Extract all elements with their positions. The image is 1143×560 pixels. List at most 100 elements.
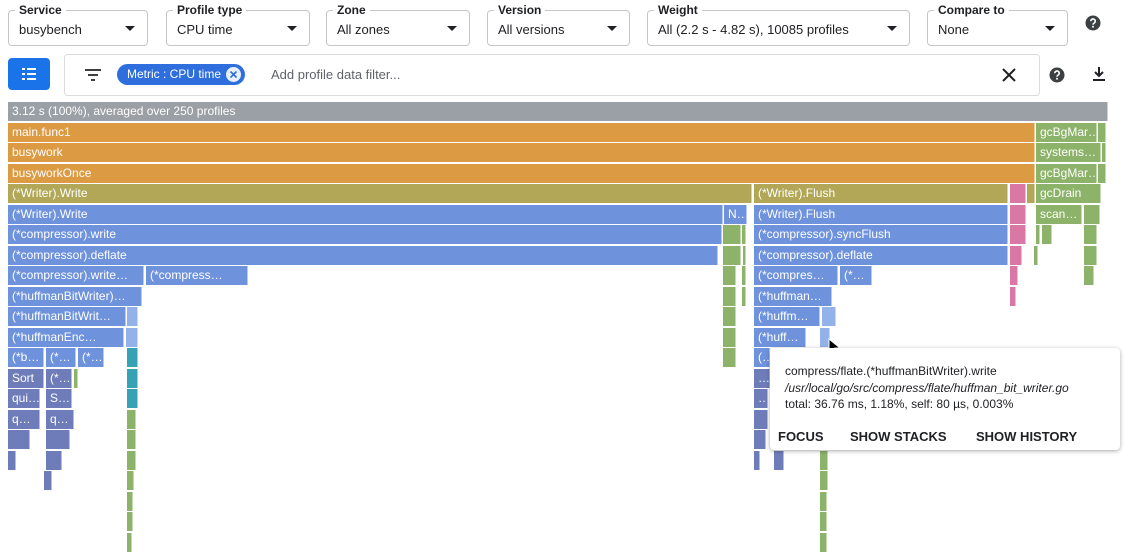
weight-dropdown[interactable]: Weight All (2.2 s - 4.82 s), 10085 profil… <box>647 3 910 46</box>
flame-frame[interactable] <box>820 471 828 490</box>
flame-frame[interactable] <box>1084 245 1097 265</box>
flame-frame[interactable]: (*huff… <box>754 327 806 347</box>
help-icon[interactable] <box>1085 15 1101 31</box>
flame-frame[interactable] <box>754 450 760 470</box>
flame-frame[interactable] <box>754 430 766 449</box>
flame-frame[interactable] <box>1084 225 1097 244</box>
flame-frame[interactable]: (*huffman… <box>754 286 832 306</box>
download-icon[interactable] <box>1092 66 1106 82</box>
flame-frame[interactable]: q… <box>8 409 40 429</box>
flame-frame[interactable]: (*compress… <box>146 266 248 285</box>
flame-frame[interactable] <box>127 512 133 531</box>
flame-frame[interactable] <box>820 491 827 511</box>
flame-frame[interactable] <box>1102 143 1106 162</box>
flame-frame[interactable]: (… <box>754 348 770 367</box>
flame-frame[interactable]: (*Writer).Flush <box>754 184 1008 203</box>
flame-frame[interactable] <box>127 430 136 449</box>
flame-frame[interactable] <box>820 327 830 347</box>
flame-frame[interactable] <box>1034 245 1038 265</box>
flame-frame[interactable] <box>1010 225 1026 244</box>
flame-frame[interactable]: busywork <box>8 143 1035 162</box>
flame-frame[interactable] <box>774 450 784 470</box>
flame-frame[interactable] <box>820 532 827 552</box>
flame-frame[interactable]: qui… <box>8 389 40 408</box>
list-view-button[interactable] <box>8 58 50 90</box>
flame-frame[interactable] <box>723 348 736 367</box>
help-icon[interactable] <box>1049 67 1065 83</box>
flame-frame[interactable]: gcBgMar… <box>1036 122 1097 142</box>
flame-frame[interactable] <box>822 307 836 326</box>
flame-frame[interactable]: (*… <box>840 266 872 285</box>
flame-frame[interactable]: (*Writer).Write <box>8 204 723 224</box>
flame-frame[interactable] <box>127 450 136 470</box>
flame-frame[interactable] <box>723 245 741 265</box>
flame-frame[interactable] <box>723 327 736 347</box>
flame-frame[interactable] <box>742 286 746 306</box>
flame-frame[interactable] <box>1010 286 1016 306</box>
flame-frame[interactable]: (*… <box>78 348 104 367</box>
flame-frame[interactable] <box>46 430 70 449</box>
flame-frame[interactable]: gcDrain <box>1036 184 1101 203</box>
flame-frame[interactable] <box>127 307 138 326</box>
flame-frame[interactable]: (*compressor).write… <box>8 266 144 285</box>
flame-frame[interactable] <box>1098 122 1106 142</box>
flame-frame[interactable] <box>127 389 138 408</box>
flame-frame[interactable]: gcBgMar… <box>1036 163 1097 183</box>
flame-frame[interactable]: (*Writer).Write <box>8 184 752 203</box>
flame-frame[interactable] <box>1010 204 1026 224</box>
flame-frame[interactable]: N… <box>724 204 747 224</box>
flame-frame[interactable] <box>127 348 138 367</box>
flame-frame[interactable] <box>742 266 746 285</box>
flame-frame[interactable] <box>127 409 136 429</box>
flame-frame[interactable] <box>44 471 52 490</box>
version-dropdown[interactable]: Version All versions <box>487 3 630 46</box>
flame-frame[interactable] <box>1098 163 1106 183</box>
flame-frame[interactable] <box>1010 245 1022 265</box>
flame-frame[interactable]: (*huffmanBitWriter)… <box>8 286 142 306</box>
flame-frame[interactable]: (*Writer).Flush <box>754 204 1008 224</box>
flame-frame[interactable] <box>8 450 16 470</box>
flame-frame[interactable] <box>46 450 62 470</box>
flame-frame[interactable]: (*huffmanEnc… <box>8 327 124 347</box>
flame-frame[interactable] <box>74 368 78 388</box>
profile-type-dropdown[interactable]: Profile type CPU time <box>166 3 310 46</box>
flame-frame[interactable] <box>742 225 746 244</box>
flame-frame[interactable] <box>1084 204 1100 224</box>
flame-frame[interactable] <box>8 430 30 449</box>
flame-frame[interactable] <box>1010 266 1018 285</box>
flame-frame[interactable]: … <box>754 389 768 408</box>
flame-frame[interactable] <box>1036 225 1040 244</box>
flame-frame[interactable] <box>820 512 827 531</box>
flame-frame[interactable] <box>754 409 768 429</box>
show-stacks-action[interactable]: SHOW STACKS <box>850 429 947 444</box>
flame-frame[interactable]: main.func1 <box>8 122 1035 142</box>
flame-frame[interactable] <box>1010 184 1026 203</box>
show-history-action[interactable]: SHOW HISTORY <box>976 429 1078 444</box>
focus-action[interactable]: FOCUS <box>778 429 824 444</box>
flame-frame[interactable] <box>723 286 736 306</box>
flame-frame[interactable]: (*… <box>46 348 76 367</box>
zone-dropdown[interactable]: Zone All zones <box>326 3 470 46</box>
flame-frame[interactable]: (*b… <box>8 348 44 367</box>
flame-frame[interactable]: busyworkOnce <box>8 163 1035 183</box>
flame-frame[interactable] <box>723 266 736 285</box>
flame-frame[interactable] <box>126 327 138 347</box>
flame-frame[interactable]: … <box>754 368 770 388</box>
chip-remove[interactable] <box>226 67 242 82</box>
filter-chip[interactable]: Metric : CPU time <box>117 64 246 85</box>
flame-frame[interactable] <box>127 471 134 490</box>
flame-frame[interactable] <box>127 532 132 552</box>
flame-frame[interactable] <box>723 225 741 244</box>
flame-frame[interactable]: 3.12 s (100%), averaged over 250 profile… <box>8 102 1108 121</box>
flame-frame[interactable] <box>1027 184 1035 203</box>
flame-frame[interactable]: (*compressor).syncFlush <box>754 225 1008 244</box>
flame-frame[interactable]: (*huffmanBitWrit… <box>8 307 126 326</box>
compare-dropdown[interactable]: Compare to None <box>927 3 1068 46</box>
flame-frame[interactable] <box>127 368 138 388</box>
flame-frame[interactable]: S… <box>46 389 72 408</box>
flame-frame[interactable] <box>820 450 828 470</box>
flame-frame[interactable]: q… <box>46 409 74 429</box>
flame-frame[interactable] <box>743 245 746 265</box>
flame-frame[interactable]: scan… <box>1036 204 1082 224</box>
flame-frame[interactable]: (*compressor).deflate <box>754 245 1008 265</box>
